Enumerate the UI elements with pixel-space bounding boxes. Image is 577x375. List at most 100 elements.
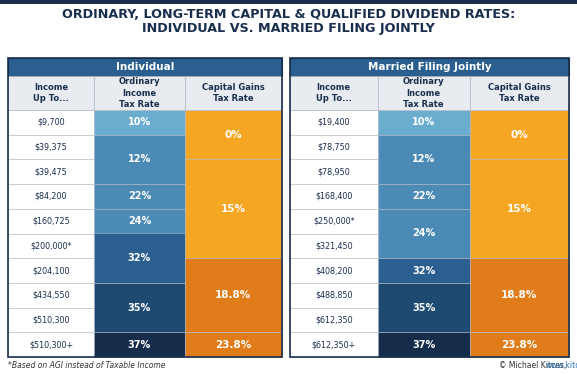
Bar (94, 135, 185, 184)
Text: $510,300+: $510,300+ (29, 340, 73, 349)
Text: $200,000*: $200,000* (31, 242, 72, 250)
Text: $168,400: $168,400 (315, 192, 353, 201)
Bar (470, 159, 569, 258)
Bar (8, 184, 94, 209)
Bar (94, 234, 185, 283)
Bar (378, 76, 470, 110)
Text: $39,475: $39,475 (35, 167, 68, 176)
Text: $434,550: $434,550 (32, 291, 70, 300)
Bar (378, 209, 470, 258)
Text: $321,450: $321,450 (315, 242, 353, 250)
Bar (8, 332, 94, 357)
Bar (8, 58, 282, 76)
Bar (290, 76, 378, 110)
Bar (378, 135, 470, 184)
Bar (185, 332, 282, 357)
Text: $39,375: $39,375 (35, 142, 68, 152)
Bar (0, 0, 577, 4)
Text: 18.8%: 18.8% (501, 290, 538, 300)
Bar (94, 110, 185, 135)
Bar (290, 209, 378, 234)
Bar (290, 283, 378, 308)
Text: 24%: 24% (128, 216, 151, 226)
Bar (290, 58, 569, 76)
Bar (8, 76, 94, 110)
Text: Income
Up To...: Income Up To... (316, 83, 351, 103)
Text: $160,725: $160,725 (32, 217, 70, 226)
Bar (378, 110, 470, 135)
Bar (94, 184, 185, 209)
Text: $250,000*: $250,000* (313, 217, 354, 226)
Text: 23.8%: 23.8% (501, 340, 538, 350)
Bar (290, 234, 378, 258)
Bar (94, 283, 185, 332)
Bar (290, 135, 378, 159)
Text: 12%: 12% (128, 154, 151, 164)
Text: $78,950: $78,950 (317, 167, 350, 176)
Text: Capital Gains
Tax Rate: Capital Gains Tax Rate (488, 83, 551, 103)
Text: 0%: 0% (511, 130, 529, 140)
Text: 35%: 35% (128, 303, 151, 313)
Text: $612,350: $612,350 (315, 315, 353, 324)
Text: 35%: 35% (412, 303, 436, 313)
Bar (8, 58, 282, 357)
Text: 12%: 12% (412, 154, 436, 164)
Bar (470, 110, 569, 159)
Text: $78,750: $78,750 (317, 142, 350, 152)
Bar (378, 332, 470, 357)
Text: 37%: 37% (412, 340, 436, 350)
Text: 18.8%: 18.8% (215, 290, 251, 300)
Bar (290, 332, 378, 357)
Text: $510,300: $510,300 (32, 315, 70, 324)
Text: $84,200: $84,200 (35, 192, 68, 201)
Text: 32%: 32% (128, 253, 151, 263)
Text: $488,850: $488,850 (315, 291, 353, 300)
Bar (94, 209, 185, 234)
Text: INDIVIDUAL VS. MARRIED FILING JOINTLY: INDIVIDUAL VS. MARRIED FILING JOINTLY (142, 22, 435, 35)
Bar (8, 110, 94, 135)
Text: Ordinary
Income
Tax Rate: Ordinary Income Tax Rate (403, 77, 445, 109)
Text: Income
Up To...: Income Up To... (33, 83, 69, 103)
Text: $9,700: $9,700 (38, 118, 65, 127)
Bar (290, 308, 378, 332)
Bar (378, 258, 470, 283)
Bar (185, 76, 282, 110)
Text: 22%: 22% (412, 192, 436, 201)
Text: 32%: 32% (412, 266, 436, 276)
Bar (290, 258, 378, 283)
Text: www.kitces.com: www.kitces.com (546, 361, 577, 370)
Text: Capital Gains
Tax Rate: Capital Gains Tax Rate (202, 83, 264, 103)
Text: $408,200: $408,200 (315, 266, 353, 275)
Bar (8, 135, 94, 159)
Text: 0%: 0% (224, 130, 242, 140)
Bar (8, 234, 94, 258)
Text: 10%: 10% (412, 117, 436, 128)
Bar (185, 159, 282, 258)
Text: 15%: 15% (220, 204, 246, 214)
Text: Ordinary
Income
Tax Rate: Ordinary Income Tax Rate (119, 77, 160, 109)
Bar (470, 258, 569, 332)
Bar (290, 110, 378, 135)
Text: 37%: 37% (128, 340, 151, 350)
Text: © Michael Kitces,: © Michael Kitces, (499, 361, 566, 370)
Text: Married Filing Jointly: Married Filing Jointly (368, 62, 491, 72)
Text: $204,100: $204,100 (32, 266, 70, 275)
Bar (8, 209, 94, 234)
Text: 24%: 24% (412, 228, 436, 238)
Bar (8, 159, 94, 184)
Bar (185, 258, 282, 332)
Bar (94, 76, 185, 110)
Bar (378, 184, 470, 209)
Bar (185, 110, 282, 159)
Text: $612,350+: $612,350+ (312, 340, 356, 349)
Text: Individual: Individual (115, 62, 174, 72)
Text: 23.8%: 23.8% (215, 340, 251, 350)
Bar (290, 159, 378, 184)
Bar (470, 76, 569, 110)
Bar (290, 58, 569, 357)
Bar (290, 184, 378, 209)
Text: $19,400: $19,400 (317, 118, 350, 127)
Bar (8, 308, 94, 332)
Bar (8, 283, 94, 308)
Bar (94, 332, 185, 357)
